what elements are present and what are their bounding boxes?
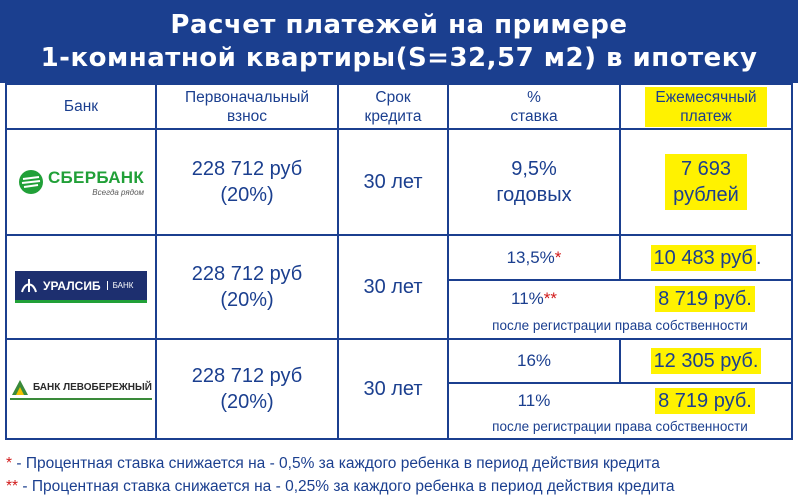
uralsib-payment-2-value: 8 719 руб. bbox=[655, 286, 755, 312]
uralsib-monthly-2: 8 719 руб. bbox=[619, 281, 791, 317]
footnote-1: * - Процентная ставка снижается на - 0,5… bbox=[6, 452, 796, 475]
sber-payment-value: 7 693 bbox=[680, 158, 732, 180]
header-monthly-label: Ежемесячный платеж bbox=[645, 86, 767, 127]
header-term: Срок кредита bbox=[339, 85, 447, 128]
uralsib-monthly-1: 10 483 руб. bbox=[621, 236, 791, 279]
footnotes: * - Процентная ставка снижается на - 0,5… bbox=[6, 452, 796, 498]
uralsib-logo: УРАЛСИБ БАНК bbox=[7, 236, 155, 338]
uralsib-note: после регистрации права собственности bbox=[492, 318, 748, 333]
levo-payment-1-value: 12 305 руб. bbox=[650, 348, 762, 374]
uralsib-term-value: 30 лет bbox=[363, 276, 423, 298]
levoberezhny-logo: БАНК ЛЕВОБЕРЕЖНЫЙ bbox=[7, 340, 155, 438]
sber-rate: 9,5% годовых bbox=[449, 130, 619, 234]
levo-monthly-1: 12 305 руб. bbox=[621, 340, 791, 382]
uralsib-after-registration: 11% ** 8 719 руб. после регистрации права… bbox=[449, 281, 791, 338]
levo-term: 30 лет bbox=[339, 340, 447, 438]
uralsib-payment-1-value: 10 483 руб bbox=[650, 244, 756, 271]
sber-payment-unit: рублей bbox=[673, 184, 739, 206]
levo-note: после регистрации права собственности bbox=[492, 419, 748, 434]
uralsib-rate-2: 11% ** bbox=[449, 281, 619, 317]
uralsib-rate-1: 13,5% * bbox=[449, 236, 619, 279]
uralsib-logo-text: УРАЛСИБ bbox=[43, 278, 101, 293]
levo-rate-2-value: 11% bbox=[517, 391, 551, 410]
levo-down-payment-value: 228 712 руб bbox=[191, 365, 303, 387]
footnote-1-mark: * bbox=[6, 455, 13, 472]
uralsib-term: 30 лет bbox=[339, 236, 447, 338]
footnote-1-text: - Процентная ставка снижается на - 0,5% … bbox=[12, 455, 660, 472]
uralsib-rate-1-mark: * bbox=[554, 247, 562, 267]
footnote-2-text: - Процентная ставка снижается на - 0,25%… bbox=[18, 478, 675, 495]
footnote-2-mark: ** bbox=[6, 478, 19, 495]
sberbank-logo-slogan: Всегда рядом bbox=[92, 187, 145, 197]
levo-down-payment: 228 712 руб (20%) bbox=[157, 340, 337, 438]
page-title: Расчет платежей на примере 1-комнатной к… bbox=[0, 0, 798, 83]
levo-term-value: 30 лет bbox=[363, 378, 423, 400]
sber-monthly: 7 693 рублей bbox=[621, 130, 791, 234]
sber-term-value: 30 лет bbox=[363, 171, 423, 193]
sber-down-payment-percent: (20%) bbox=[220, 184, 274, 206]
mortgage-table: Банк Первоначальный взнос Срок кредита %… bbox=[5, 83, 793, 440]
levo-rate-2: 11% bbox=[449, 384, 619, 418]
title-line-1: Расчет платежей на примере bbox=[170, 10, 628, 40]
header-bank-label: Банк bbox=[63, 98, 99, 115]
uralsib-logo-sub: БАНК bbox=[106, 281, 133, 290]
header-down-payment: Первоначальный взнос bbox=[157, 85, 337, 128]
uralsib-rate-2-mark: ** bbox=[543, 289, 557, 308]
levo-rate-1: 16% bbox=[449, 340, 619, 382]
uralsib-payment-1-tail: . bbox=[755, 246, 762, 269]
header-rate-label: % ставка bbox=[510, 88, 558, 125]
sber-down-payment: 228 712 руб (20%) bbox=[157, 130, 337, 234]
header-rate: % ставка bbox=[449, 85, 619, 128]
sber-term: 30 лет bbox=[339, 130, 447, 234]
levoberezhny-emblem-icon bbox=[11, 380, 28, 395]
header-term-label: Срок кредита bbox=[364, 88, 422, 125]
levo-monthly-2: 8 719 руб. bbox=[619, 384, 791, 418]
uralsib-down-payment-value: 228 712 руб bbox=[191, 263, 303, 285]
title-line-2: 1-комнатной квартиры(S=32,57 м2) в ипоте… bbox=[40, 43, 758, 73]
levo-down-payment-percent: (20%) bbox=[220, 391, 274, 413]
sberbank-logo: СБЕРБАНК Всегда рядом bbox=[7, 130, 155, 234]
uralsib-down-payment: 228 712 руб (20%) bbox=[157, 236, 337, 338]
header-bank: Банк bbox=[7, 85, 155, 128]
levo-after-registration: 11% 8 719 руб. после регистрации права с… bbox=[449, 384, 791, 438]
header-down-payment-label: Первоначальный взнос bbox=[184, 88, 310, 125]
header-monthly: Ежемесячный платеж bbox=[621, 85, 791, 128]
uralsib-down-payment-percent: (20%) bbox=[220, 289, 274, 311]
footnote-2: ** - Процентная ставка снижается на - 0,… bbox=[6, 475, 796, 498]
sber-rate-unit: годовых bbox=[496, 184, 572, 206]
sber-down-payment-value: 228 712 руб bbox=[191, 158, 303, 180]
uralsib-rate-1-value: 13,5% bbox=[506, 247, 555, 267]
uralsib-rate-2-value: 11% bbox=[511, 289, 544, 308]
sber-rate-value: 9,5% bbox=[511, 158, 557, 180]
levoberezhny-logo-text: БАНК ЛЕВОБЕРЕЖНЫЙ bbox=[32, 381, 152, 393]
uralsib-emblem-icon bbox=[21, 278, 37, 292]
levo-payment-2-value: 8 719 руб. bbox=[655, 388, 755, 414]
sberbank-emblem-icon bbox=[18, 170, 43, 194]
sberbank-logo-text: СБЕРБАНК bbox=[47, 167, 145, 187]
levo-rate-1-value: 16% bbox=[516, 351, 552, 370]
